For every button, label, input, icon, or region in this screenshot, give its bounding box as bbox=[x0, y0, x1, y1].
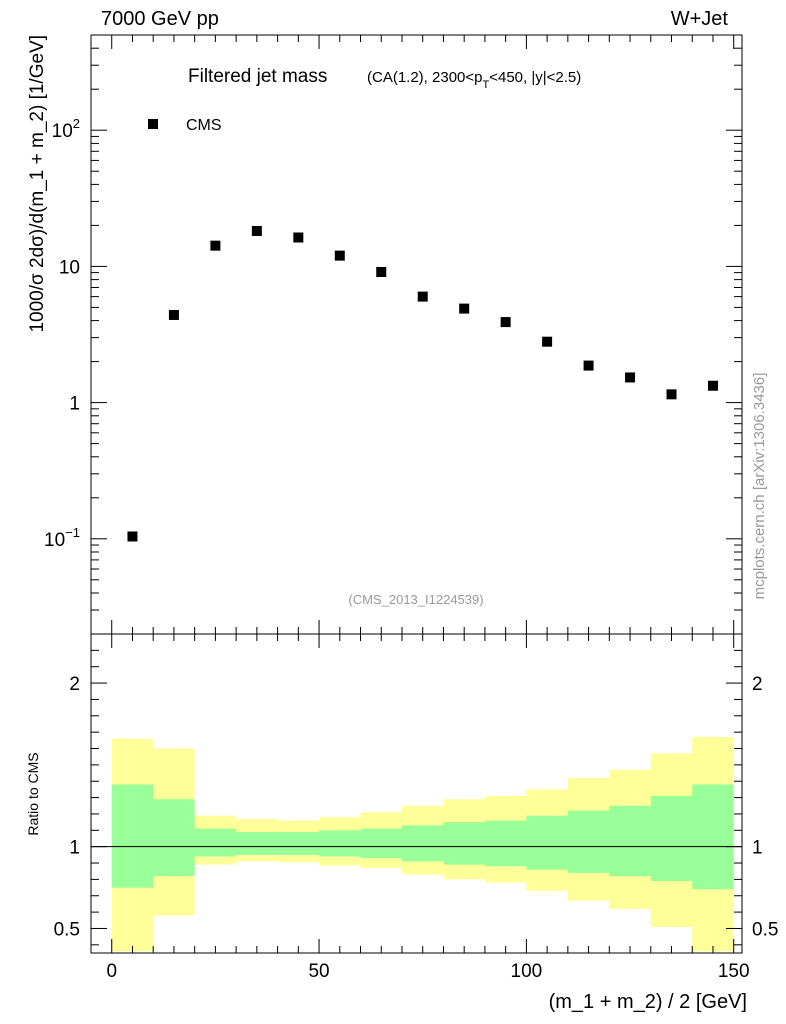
ratio-frame bbox=[90, 633, 743, 954]
ytick-base: 10 bbox=[59, 257, 80, 278]
header-left: 7000 GeV pp bbox=[101, 8, 219, 30]
ratio-panel: 0.5 0.5 1 1 2 2 0 50 100 150 Ratio to CMS (m_1 +… bbox=[25, 633, 779, 1013]
ytick-base: 10 bbox=[52, 121, 73, 142]
data-point bbox=[334, 250, 345, 261]
legend-marker bbox=[148, 119, 158, 129]
data-point bbox=[583, 360, 594, 371]
ratio-ytick-labels: 0.5 0.5 1 1 2 2 bbox=[54, 674, 779, 940]
ratio-ytick-label-left: 2 bbox=[69, 674, 80, 695]
data-point bbox=[376, 266, 387, 277]
data-point bbox=[168, 309, 179, 320]
main-ytick-label: 1 bbox=[69, 394, 80, 415]
data-point bbox=[210, 240, 221, 251]
xtick-label: 0 bbox=[106, 961, 117, 982]
subtitle-post: <450, |y|<2.5) bbox=[489, 69, 581, 86]
main-ticks bbox=[91, 34, 742, 635]
xtick-label: 150 bbox=[718, 961, 750, 982]
data-point bbox=[542, 336, 553, 347]
analysis-label: (CMS_2013_I1224539) bbox=[348, 592, 483, 607]
ytick-base: 1 bbox=[69, 394, 80, 415]
ytick-base: 10 bbox=[44, 530, 65, 551]
subtitle-pre: (CA(1.2), 2300<p bbox=[367, 69, 482, 86]
xtick-label: 50 bbox=[308, 961, 329, 982]
data-point bbox=[417, 291, 428, 302]
header-right: W+Jet bbox=[671, 8, 729, 30]
ratio-ylabel: Ratio to CMS bbox=[25, 752, 41, 835]
data-point bbox=[459, 303, 470, 314]
data-point bbox=[625, 372, 636, 383]
ratio-ytick-label-left: 1 bbox=[69, 838, 80, 859]
data-point bbox=[707, 380, 718, 391]
plot-title: Filtered jet mass bbox=[188, 66, 327, 87]
ratio-ytick-label-left: 0.5 bbox=[54, 919, 80, 940]
x-axis-label: (m_1 + m_2) / 2 [GeV] bbox=[549, 991, 747, 1013]
data-point bbox=[500, 317, 511, 328]
ratio-ytick-label-right: 2 bbox=[752, 674, 763, 695]
ratio-xtick-labels: 0 50 100 150 bbox=[106, 961, 749, 982]
data-point bbox=[251, 225, 262, 236]
main-ylabel: 1000/σ 2dσ)/d(m_1 + m_2) [1/GeV] bbox=[27, 35, 48, 333]
data-point bbox=[293, 232, 304, 243]
ratio-bands bbox=[111, 737, 734, 952]
main-ytick-label: 10 bbox=[59, 257, 80, 278]
data-points bbox=[127, 225, 718, 542]
inner-uncertainty-band bbox=[111, 784, 734, 890]
legend-label: CMS bbox=[186, 117, 222, 134]
ratio-ticks bbox=[91, 634, 742, 953]
main-ytick-label: 102 bbox=[52, 116, 80, 142]
ratio-ytick-label-right: 1 bbox=[752, 838, 763, 859]
ytick-exponent: 2 bbox=[73, 116, 80, 131]
data-point bbox=[127, 531, 138, 542]
subtitle-sub: T bbox=[482, 79, 489, 91]
main-ytick-label: 10−1 bbox=[44, 525, 80, 551]
plot-subtitle: (CA(1.2), 2300<pT<450, |y|<2.5) bbox=[367, 69, 581, 91]
ratio-ytick-label-right: 0.5 bbox=[752, 919, 778, 940]
side-label: mcplots.cern.ch [arXiv:1306.3436] bbox=[751, 373, 768, 600]
xtick-label: 100 bbox=[511, 961, 543, 982]
data-point bbox=[666, 389, 677, 400]
ytick-exponent: −1 bbox=[65, 525, 80, 540]
